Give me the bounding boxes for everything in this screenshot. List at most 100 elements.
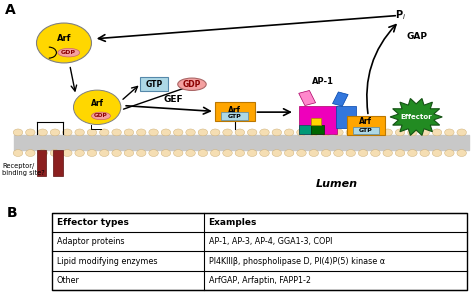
Ellipse shape [432,150,442,156]
Ellipse shape [38,150,47,156]
Text: PI4KIIIβ, phospholipase D, PI(4)P(5) kinase α: PI4KIIIβ, phospholipase D, PI(4)P(5) kin… [209,257,385,265]
Text: GTP: GTP [359,128,373,132]
Text: P$_i$: P$_i$ [395,9,406,22]
Ellipse shape [272,129,282,136]
Ellipse shape [26,129,35,136]
Ellipse shape [371,129,380,136]
Ellipse shape [38,129,47,136]
Ellipse shape [223,129,232,136]
Text: Other: Other [57,276,80,285]
Ellipse shape [124,129,134,136]
Text: Effector: Effector [401,114,432,120]
Ellipse shape [358,129,368,136]
Text: GTP: GTP [228,114,242,119]
Ellipse shape [260,129,269,136]
Text: Receptor/
binding site?: Receptor/ binding site? [2,163,45,176]
Bar [52,213,467,290]
Text: Arf: Arf [228,106,241,115]
Ellipse shape [321,150,331,156]
Text: Arf: Arf [91,99,104,108]
Ellipse shape [58,48,80,57]
Ellipse shape [178,78,206,91]
Text: GEF: GEF [163,95,183,103]
Ellipse shape [63,129,72,136]
Text: Lumen: Lumen [316,179,357,189]
Ellipse shape [100,129,109,136]
Ellipse shape [457,150,466,156]
Ellipse shape [149,129,158,136]
Ellipse shape [13,150,23,156]
Ellipse shape [408,150,417,156]
Bar [311,125,324,134]
Bar [299,125,311,134]
Ellipse shape [186,150,195,156]
FancyBboxPatch shape [347,116,385,135]
Ellipse shape [210,129,220,136]
FancyBboxPatch shape [221,112,248,120]
Ellipse shape [445,129,454,136]
Ellipse shape [50,150,60,156]
Bar [336,106,356,128]
Ellipse shape [50,129,60,136]
Ellipse shape [321,129,331,136]
Ellipse shape [395,150,405,156]
Ellipse shape [198,129,208,136]
Ellipse shape [87,129,97,136]
Circle shape [73,90,121,124]
Ellipse shape [309,129,319,136]
Bar [37,150,46,176]
Ellipse shape [297,129,306,136]
Text: A: A [5,3,16,18]
Ellipse shape [247,150,257,156]
Text: Examples: Examples [209,218,257,227]
Text: Adaptor proteins: Adaptor proteins [57,237,124,246]
Ellipse shape [198,150,208,156]
Polygon shape [390,99,442,136]
Bar [311,118,321,125]
Ellipse shape [420,150,429,156]
Polygon shape [299,91,316,106]
Ellipse shape [161,150,171,156]
Text: B: B [7,206,18,220]
Ellipse shape [358,150,368,156]
Ellipse shape [100,150,109,156]
Ellipse shape [210,150,220,156]
Bar [53,150,63,176]
Ellipse shape [457,129,466,136]
Ellipse shape [161,129,171,136]
Ellipse shape [75,129,84,136]
Ellipse shape [284,150,294,156]
Text: ArfGAP, Arfaptin, FAPP1-2: ArfGAP, Arfaptin, FAPP1-2 [209,276,310,285]
Text: GTP: GTP [146,80,163,89]
Ellipse shape [173,129,183,136]
Polygon shape [333,92,348,106]
Ellipse shape [284,129,294,136]
Ellipse shape [395,129,405,136]
Text: Lipid modifying enzymes: Lipid modifying enzymes [57,257,157,265]
Ellipse shape [334,150,343,156]
Text: AP-1, AP-3, AP-4, GGA1-3, COPI: AP-1, AP-3, AP-4, GGA1-3, COPI [209,237,332,246]
Text: GDP: GDP [183,80,201,89]
Ellipse shape [346,129,356,136]
Ellipse shape [149,150,158,156]
Ellipse shape [87,150,97,156]
Ellipse shape [383,150,392,156]
Ellipse shape [334,129,343,136]
Ellipse shape [112,129,121,136]
Text: GDP: GDP [94,113,108,118]
Ellipse shape [309,150,319,156]
Text: GAP: GAP [407,32,428,41]
Text: Arf: Arf [57,34,71,43]
Ellipse shape [124,150,134,156]
Ellipse shape [272,150,282,156]
Ellipse shape [137,150,146,156]
Ellipse shape [235,129,245,136]
Ellipse shape [173,150,183,156]
Ellipse shape [408,129,417,136]
Ellipse shape [235,150,245,156]
Ellipse shape [13,129,23,136]
Ellipse shape [26,150,35,156]
Ellipse shape [63,150,72,156]
Ellipse shape [137,129,146,136]
Ellipse shape [112,150,121,156]
